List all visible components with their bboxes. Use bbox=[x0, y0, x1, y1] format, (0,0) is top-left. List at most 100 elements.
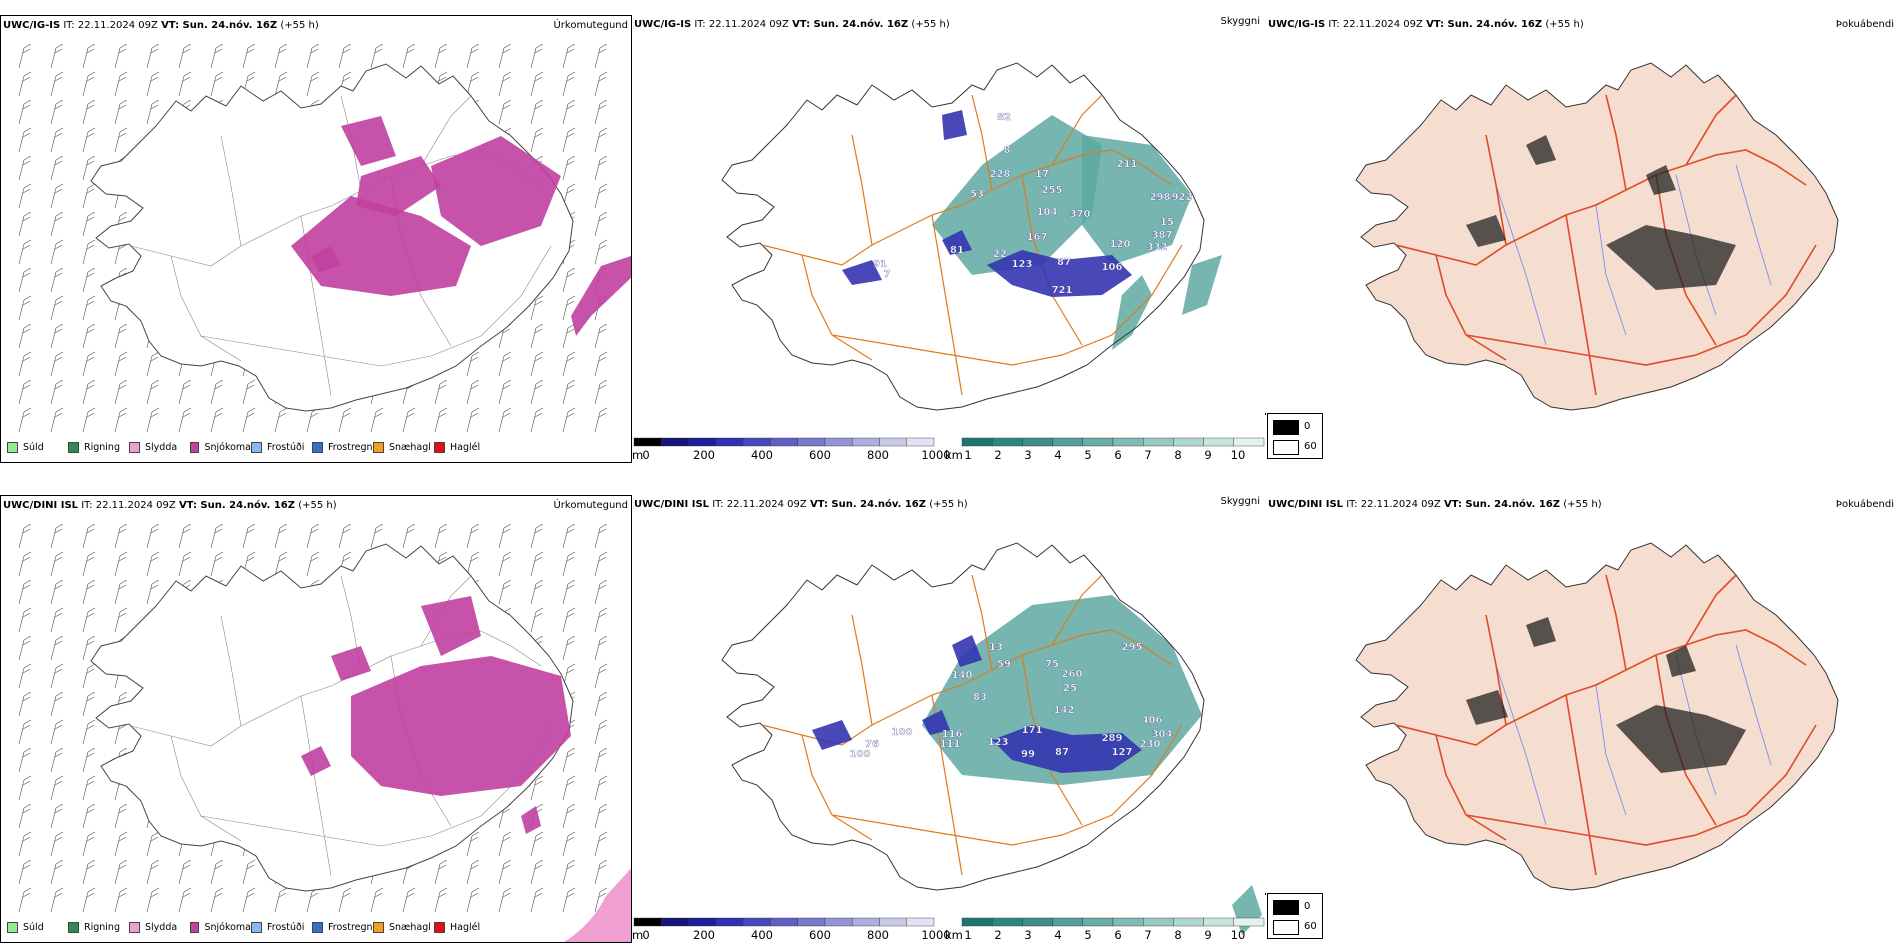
cloud-height-label: 120 bbox=[1110, 239, 1131, 250]
wind-barb-icon bbox=[18, 719, 32, 745]
wind-barb-icon bbox=[146, 379, 160, 405]
ceiling-area bbox=[942, 110, 967, 140]
wind-barb-icon bbox=[530, 831, 544, 857]
fog-area bbox=[1606, 225, 1736, 290]
wind-barb-icon bbox=[18, 663, 32, 689]
legend-item: Slydda bbox=[129, 922, 190, 933]
wind-barb-icon bbox=[594, 239, 608, 265]
legend-item: Súld bbox=[7, 442, 68, 453]
wind-barb-icon bbox=[146, 859, 160, 885]
wind-barb-icon bbox=[114, 551, 128, 577]
wind-barb-icon bbox=[498, 351, 512, 377]
fog-legend-swatch bbox=[1273, 440, 1299, 455]
model-name: UWC/DINI ISL bbox=[1268, 499, 1344, 510]
wind-barb-icon bbox=[114, 127, 128, 153]
valid-time: VT: Sun. 24.nóv. 16Z bbox=[792, 19, 909, 30]
cloud-height-label: 123 bbox=[1012, 259, 1033, 270]
wind-barb-icon bbox=[594, 43, 608, 69]
snow-area bbox=[431, 136, 561, 246]
cloud-height-label: 721 bbox=[1052, 285, 1073, 296]
visibility-area bbox=[1112, 275, 1152, 350]
wind-barb-icon bbox=[338, 43, 352, 69]
wind-barb-icon bbox=[562, 523, 576, 549]
wind-barb-icon bbox=[82, 635, 96, 661]
wind-barb-icon bbox=[18, 579, 32, 605]
cloud-height-label: 91 bbox=[873, 259, 887, 270]
wind-barb-icon bbox=[146, 99, 160, 125]
wind-barb-icon bbox=[594, 775, 608, 801]
fog-area bbox=[1526, 135, 1556, 165]
wind-barb-icon bbox=[562, 775, 576, 801]
wind-barb-icon bbox=[18, 351, 32, 377]
wind-barb-icon bbox=[50, 407, 64, 433]
wind-barb-icon bbox=[18, 99, 32, 125]
wind-barb-icon bbox=[530, 71, 544, 97]
fog-legend: 0 60 bbox=[1267, 413, 1323, 459]
cloud-height-label: 13 bbox=[989, 642, 1003, 653]
wind-barb-icon bbox=[82, 351, 96, 377]
wind-barb-icon bbox=[18, 295, 32, 321]
wind-barb-icon bbox=[146, 407, 160, 433]
wind-barb-icon bbox=[562, 323, 576, 349]
init-time: IT: 22.11.2024 09Z bbox=[63, 20, 158, 31]
wind-barb-icon bbox=[594, 579, 608, 605]
lead-time: (+55 h) bbox=[911, 19, 950, 30]
wind-barb-icon bbox=[402, 407, 416, 433]
wind-barb-icon bbox=[498, 523, 512, 549]
ceiling-area bbox=[987, 250, 1132, 297]
model-name: UWC/IG-IS bbox=[3, 20, 61, 31]
wind-barb-icon bbox=[82, 43, 96, 69]
legend-item: Haglél bbox=[434, 442, 495, 453]
wind-barb-icon bbox=[82, 183, 96, 209]
legend-swatch bbox=[129, 922, 140, 933]
wind-barb-icon bbox=[530, 551, 544, 577]
wind-barb-icon bbox=[274, 523, 288, 549]
panel-title-fog: Þokuábendi bbox=[1835, 499, 1894, 510]
wind-barb-icon bbox=[114, 859, 128, 885]
init-time: IT: 22.11.2024 09Z bbox=[694, 19, 789, 30]
cloud-height-label: 211 bbox=[1117, 159, 1138, 170]
wind-barb-icon bbox=[498, 551, 512, 577]
wind-barb-icon bbox=[466, 351, 480, 377]
wind-barb-icon bbox=[82, 295, 96, 321]
cloud-height-label: 167 bbox=[1027, 232, 1048, 243]
wind-barb-icon bbox=[338, 523, 352, 549]
snow-area bbox=[421, 596, 481, 656]
wind-barb-icon bbox=[562, 267, 576, 293]
legend-label: Súld bbox=[23, 442, 44, 453]
legend-swatch bbox=[312, 442, 323, 453]
wind-barb-icon bbox=[50, 155, 64, 181]
cloud-height-label: 7 bbox=[884, 269, 891, 280]
wind-barb-icon bbox=[562, 607, 576, 633]
wind-barb-icon bbox=[50, 719, 64, 745]
snow-areas bbox=[291, 116, 631, 336]
visibility-area bbox=[1082, 135, 1192, 265]
snow-area bbox=[331, 646, 371, 681]
cloud-height-label: 83 bbox=[973, 692, 987, 703]
visibility-area bbox=[932, 115, 1102, 275]
wind-barb-icon bbox=[146, 551, 160, 577]
init-time: IT: 22.11.2024 09Z bbox=[1328, 19, 1423, 30]
init-time: IT: 22.11.2024 09Z bbox=[81, 500, 176, 511]
legend-item: Snjókoma bbox=[190, 442, 251, 453]
model-name: UWC/DINI ISL bbox=[634, 499, 710, 510]
wind-barb-icon bbox=[146, 523, 160, 549]
wind-barb-icon bbox=[594, 551, 608, 577]
wind-barb-icon bbox=[82, 127, 96, 153]
legend-label: Frostregn bbox=[328, 922, 373, 933]
legend-label: Rigning bbox=[84, 922, 120, 933]
wind-barb-icon bbox=[530, 523, 544, 549]
panel-title-precip: Úrkomutegund bbox=[553, 500, 628, 511]
ceiling-area bbox=[842, 260, 882, 285]
cloud-height-label: 87 bbox=[1057, 257, 1071, 268]
cloud-height-label: 922 bbox=[1172, 192, 1193, 203]
cloud-height-label: 106 bbox=[1102, 262, 1123, 273]
wind-barb-icon bbox=[178, 71, 192, 97]
cloud-height-label: 22 bbox=[993, 249, 1007, 260]
wind-barb-icon bbox=[530, 43, 544, 69]
cloud-height-label: 127 bbox=[1112, 747, 1133, 758]
cloud-height-label: 387 bbox=[1152, 230, 1173, 241]
legend-swatch bbox=[251, 922, 262, 933]
legend-label: Snæhagl bbox=[389, 922, 431, 933]
